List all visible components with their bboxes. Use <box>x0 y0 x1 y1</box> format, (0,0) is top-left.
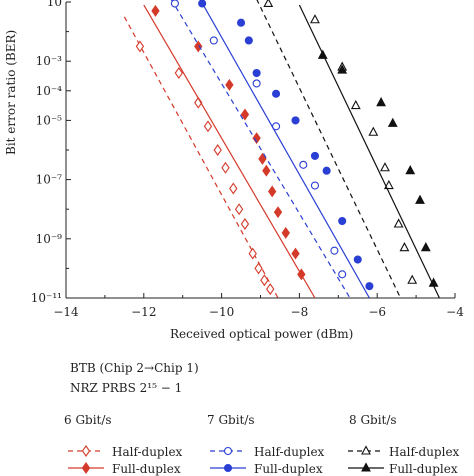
y-tick-label: 10 <box>47 0 62 9</box>
series-4-point-8 <box>322 166 331 175</box>
x-tick-label: −4 <box>446 305 464 319</box>
series-4-point-3 <box>244 36 253 45</box>
series-1-point-2 <box>174 67 183 79</box>
series-4-point-1 <box>198 0 207 8</box>
y-tick-label: 10⁻¹¹ <box>31 291 62 305</box>
series-1-point-4 <box>203 120 213 133</box>
series-3-point-8 <box>338 270 347 279</box>
series-5-point-9 <box>399 242 410 252</box>
series-5-point-8 <box>393 218 404 228</box>
series-fit-line-3 <box>170 0 351 298</box>
x-tick-label: −6 <box>368 305 386 319</box>
legend-7g-full-label: Full-duplex <box>254 462 323 476</box>
legend-8g-half-label: Half-duplex <box>389 445 460 459</box>
series-2-point-8 <box>267 185 277 198</box>
y-tick-label: 10⁻⁷ <box>36 173 63 187</box>
legend-group-6g-title: 6 Gbit/s <box>64 413 112 427</box>
series-4-point-7 <box>310 151 320 160</box>
series-fit-line-5 <box>256 0 402 298</box>
series-fit-line-6 <box>298 4 440 298</box>
y-tick-label: 10⁻³ <box>36 54 63 68</box>
series-5-point-1 <box>263 0 274 8</box>
series-1-point-11 <box>254 262 263 275</box>
series-3-point-5 <box>299 160 308 169</box>
series-4-point-10 <box>353 255 362 264</box>
legend-marker-5 <box>361 445 371 455</box>
series-6-point-3 <box>376 96 387 107</box>
series-6-point-2 <box>337 64 348 74</box>
series-5-point-2 <box>310 14 320 24</box>
series-6-point-5 <box>405 165 416 175</box>
series-1-point-8 <box>234 203 244 216</box>
series-1-point-7 <box>229 182 238 195</box>
annotation-line-1: BTB (Chip 2→Chip 1) <box>70 361 199 375</box>
series-2-point-12 <box>297 268 306 281</box>
series-4-point-11 <box>365 282 374 291</box>
series-3-point-7 <box>330 246 339 255</box>
series-6-point-6 <box>415 194 425 204</box>
legend-6g-half-label: Half-duplex <box>112 445 183 459</box>
series-2-point-9 <box>273 206 283 219</box>
series-1-point-1 <box>135 40 145 53</box>
series-3-point-2 <box>209 36 218 45</box>
series-4-point-4 <box>252 68 261 78</box>
series-1-point-5 <box>213 144 222 156</box>
series-2-point-10 <box>281 226 290 239</box>
series-6-point-1 <box>317 49 328 59</box>
legend-marker-1 <box>81 445 91 457</box>
x-axis-label: Received optical power (dBm) <box>170 327 354 341</box>
series-2-point-6 <box>258 152 267 165</box>
y-tick-label: 10⁻⁴ <box>36 84 63 98</box>
series-6-point-4 <box>387 117 398 127</box>
series-3-point-6 <box>310 181 320 190</box>
series-fit-line-4 <box>199 0 370 298</box>
series-6-point-8 <box>428 277 439 287</box>
series-1-point-6 <box>221 161 230 174</box>
series-1-point-9 <box>240 218 250 230</box>
series-5-point-4 <box>350 99 361 110</box>
legend-group-8g-title: 8 Gbit/s <box>349 413 397 427</box>
series-fit-line-2 <box>143 4 316 298</box>
series-5-point-5 <box>368 126 379 136</box>
series-1-point-12 <box>260 274 269 287</box>
series-2-point-2 <box>194 40 203 53</box>
series-5-point-10 <box>407 274 418 284</box>
legend-marker-2 <box>81 462 91 474</box>
legend-group-7g-title: 7 Gbit/s <box>207 413 255 427</box>
series-2-point-4 <box>240 108 250 121</box>
y-tick-label: 10⁻⁹ <box>36 232 63 246</box>
legend-6g-full-label: Full-duplex <box>112 462 181 476</box>
series-1-point-13 <box>266 283 275 296</box>
series-2-point-7 <box>262 164 271 177</box>
y-axis-label: Bit error ratio (BER) <box>4 29 18 155</box>
series-2-point-1 <box>151 4 160 17</box>
series-2-point-5 <box>252 132 261 145</box>
legend-8g-full-label: Full-duplex <box>389 462 458 476</box>
series-2-point-11 <box>291 247 300 260</box>
series-2-point-3 <box>225 78 234 91</box>
x-tick-label: −8 <box>291 305 309 319</box>
series-4-point-6 <box>291 116 300 125</box>
x-tick-label: −10 <box>209 305 234 319</box>
legend-marker-4 <box>223 463 233 473</box>
series-3-point-1 <box>170 0 179 8</box>
series-4-point-9 <box>338 216 347 226</box>
series-5-point-6 <box>380 162 390 172</box>
series-1-point-10 <box>248 247 257 260</box>
annotation-line-2: NRZ PRBS 2¹⁵ − 1 <box>70 381 183 395</box>
series-4-point-2 <box>237 18 246 27</box>
legend-marker-3 <box>223 446 233 456</box>
legend-marker-6 <box>361 462 371 472</box>
y-tick-label: 10⁻⁵ <box>36 113 63 127</box>
x-tick-label: −14 <box>53 305 79 319</box>
legend-7g-half-label: Half-duplex <box>254 445 325 459</box>
series-6-point-7 <box>420 242 431 252</box>
x-tick-label: −12 <box>131 305 156 319</box>
series-4-point-5 <box>272 89 281 98</box>
series-3-point-3 <box>252 79 261 88</box>
